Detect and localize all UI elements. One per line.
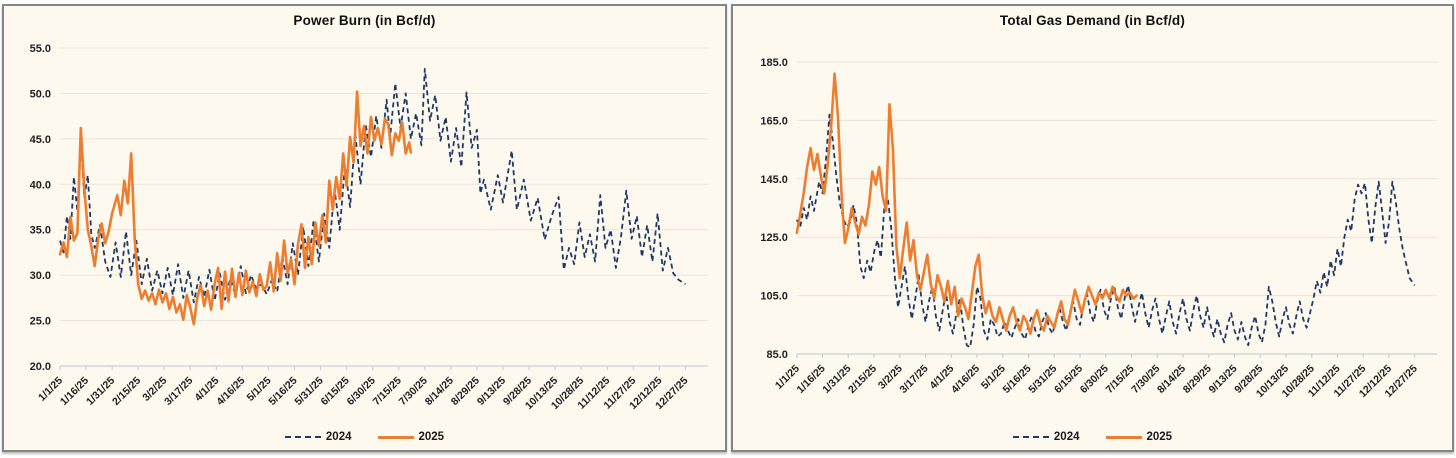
power-burn-legend: 2024 2025 [4, 431, 725, 443]
dashed-line-sample-2024 [284, 436, 321, 438]
svg-text:25.0: 25.0 [30, 316, 51, 328]
legend-item-2024: 2024 [1012, 431, 1080, 443]
svg-text:4/16/25: 4/16/25 [214, 375, 247, 408]
svg-text:35.0: 35.0 [30, 225, 51, 237]
power-burn-plot: 55.050.045.040.035.030.025.020.01/1/251/… [30, 43, 708, 412]
legend-2024-label: 2024 [325, 431, 352, 443]
svg-text:85.0: 85.0 [767, 349, 788, 361]
svg-text:55.0: 55.0 [30, 43, 51, 55]
svg-text:145.0: 145.0 [760, 174, 787, 186]
total-gas-demand-legend: 2024 2025 [733, 431, 1452, 443]
legend-item-2024: 2024 [284, 431, 352, 443]
svg-text:165.0: 165.0 [760, 115, 787, 127]
legend-2024-label: 2024 [1053, 431, 1080, 443]
svg-text:3/17/25: 3/17/25 [162, 375, 195, 408]
svg-text:20.0: 20.0 [30, 361, 51, 373]
svg-text:2/15/25: 2/15/25 [847, 363, 880, 396]
svg-text:185.0: 185.0 [760, 57, 787, 69]
power-burn-chart-panel: Power Burn (in Bcf/d) 55.0 50.0 45.0 40.0 35… [2, 4, 727, 452]
legend-item-2025: 2025 [1105, 431, 1173, 443]
svg-text:30.0: 30.0 [30, 270, 51, 282]
total-gas-demand-chart-panel: Total Gas Demand (in Bcf/d) 185.0 165.0 14… [731, 4, 1454, 452]
total-gas-demand-plot: 185.0165.0145.0125.0105.085.01/1/251/16/… [760, 57, 1438, 400]
legend-item-2025: 2025 [377, 431, 445, 443]
legend-2025-label: 2025 [1146, 431, 1173, 443]
svg-text:2/15/25: 2/15/25 [110, 375, 143, 408]
power-burn-title: Power Burn (in Bcf/d) [293, 13, 436, 28]
solid-line-sample-2025 [1105, 435, 1142, 439]
legend-2025-label: 2025 [418, 431, 445, 443]
svg-text:45.0: 45.0 [30, 134, 51, 146]
svg-text:3/17/25: 3/17/25 [898, 363, 931, 396]
svg-text:125.0: 125.0 [760, 232, 787, 244]
dashed-line-sample-2024 [1012, 436, 1049, 438]
svg-text:40.0: 40.0 [30, 179, 51, 191]
solid-line-sample-2025 [377, 435, 414, 439]
svg-text:105.0: 105.0 [760, 291, 787, 303]
svg-text:4/16/25: 4/16/25 [950, 363, 983, 396]
total-gas-demand-title: Total Gas Demand (in Bcf/d) [999, 13, 1186, 28]
svg-text:50.0: 50.0 [30, 88, 51, 100]
